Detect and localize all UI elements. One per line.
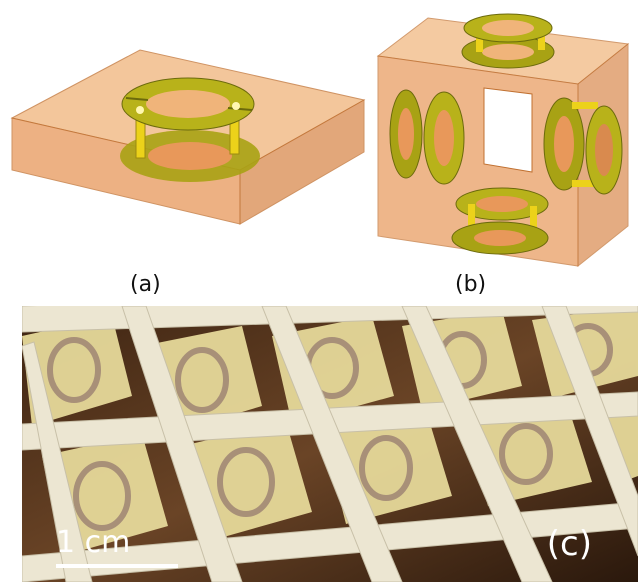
scale-bar	[56, 564, 178, 568]
panel-c-photo-lattice: 1 cm (c)	[21, 285, 639, 583]
panel-a-slab-resonator	[8, 10, 368, 250]
panel-b-cube-resonators	[372, 4, 634, 276]
scale-bar-label: 1 cm	[56, 525, 131, 560]
panel-c-label: (c)	[546, 524, 592, 564]
panel-a-label: (a)	[130, 272, 161, 297]
panel-b-label: (b)	[455, 272, 487, 297]
